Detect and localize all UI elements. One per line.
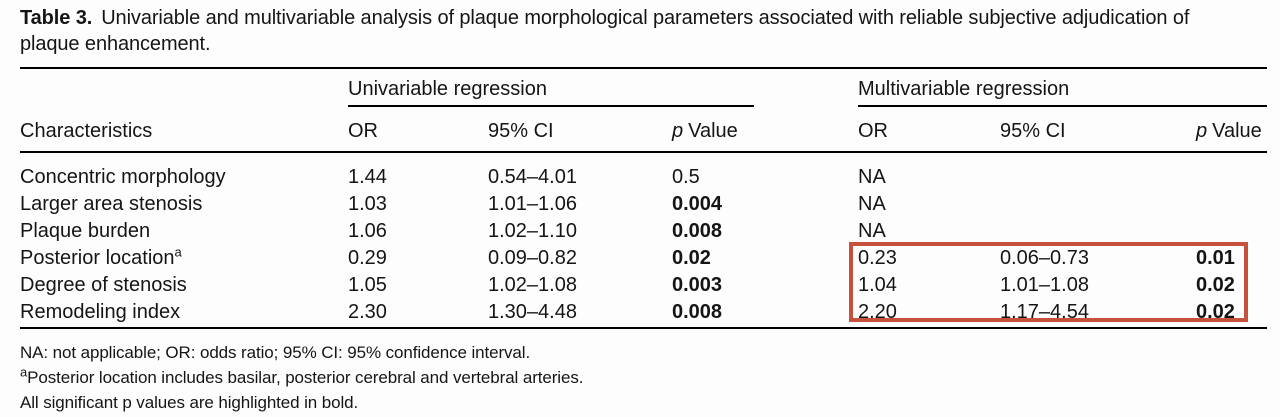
row-label: Degree of stenosis [20, 274, 187, 296]
uni-or: 1.06 [348, 220, 387, 242]
column-header-row: Characteristics OR 95% CI p Value OR 95% … [0, 120, 1280, 142]
uni-ci: 1.02–1.08 [488, 274, 577, 296]
uni-ci: 1.30–4.48 [488, 301, 577, 323]
table-number: Table 3. [20, 7, 93, 29]
row-label: Remodeling index [20, 301, 181, 323]
multi-or: 2.20 [858, 301, 897, 323]
univariable-group-rule [348, 105, 754, 107]
footnote-marker: a [20, 364, 28, 380]
multi-ci: 0.06–0.73 [1000, 247, 1089, 269]
caption-line-2: plaque enhancement. [20, 33, 211, 55]
footnote-marker: a [174, 244, 182, 260]
row-label: Plaque burden [20, 220, 151, 242]
uni-or: 0.29 [348, 247, 387, 269]
uni-p: 0.5 [672, 166, 700, 188]
table-row: Remodeling index 2.30 1.30–4.48 0.008 2.… [0, 299, 1280, 326]
multi-or: 1.04 [858, 274, 897, 296]
table-bottom-rule [20, 327, 1267, 329]
p-symbol: p [1196, 120, 1208, 142]
value-word: Value [1212, 120, 1262, 142]
uni-ci: 1.02–1.10 [488, 220, 577, 242]
p-symbol: p [672, 120, 684, 142]
table-row: Larger area stenosis 1.03 1.01–1.06 0.00… [0, 191, 1280, 218]
header-bottom-rule [20, 151, 1267, 153]
table-row: Plaque burden 1.06 1.02–1.10 0.008 NA [0, 218, 1280, 245]
table-row: Posterior locationa 0.29 0.09–0.82 0.02 … [0, 245, 1280, 272]
uni-ci: 0.54–4.01 [488, 166, 577, 188]
header-multi-pvalue: p Value [1196, 120, 1262, 142]
multi-p: 0.01 [1196, 247, 1235, 269]
footnote-abbreviations: NA: not applicable; OR: odds ratio; 95% … [20, 343, 531, 362]
uni-ci: 1.01–1.06 [488, 193, 577, 215]
multi-or: 0.23 [858, 247, 897, 269]
uni-p: 0.02 [672, 247, 711, 269]
uni-p: 0.008 [672, 220, 723, 242]
multi-ci: 1.01–1.08 [1000, 274, 1089, 296]
uni-or: 1.05 [348, 274, 387, 296]
multi-p: 0.02 [1196, 274, 1235, 296]
uni-p: 0.003 [672, 274, 723, 296]
row-label: Posterior locationa [20, 244, 182, 269]
header-multi-ci: 95% CI [1000, 120, 1066, 142]
header-characteristics: Characteristics [20, 120, 153, 142]
uni-ci: 0.09–0.82 [488, 247, 577, 269]
header-uni-or: OR [348, 120, 378, 142]
highlight-box [849, 242, 1248, 322]
table-row: Concentric morphology 1.44 0.54–4.01 0.5… [0, 164, 1280, 191]
uni-or: 1.03 [348, 193, 387, 215]
table-top-rule [20, 67, 1267, 69]
footnote-posterior: aPosterior location includes basilar, po… [20, 364, 584, 387]
table-caption: Table 3. Univariable and multivariable an… [20, 5, 1272, 57]
caption-text: Univariable and multivariable analysis o… [101, 7, 1190, 29]
table-row: Degree of stenosis 1.05 1.02–1.08 0.003 … [0, 272, 1280, 299]
header-uni-ci: 95% CI [488, 120, 554, 142]
group-header-univariable: Univariable regression [348, 78, 547, 100]
uni-or: 1.44 [348, 166, 387, 188]
value-word: Value [688, 120, 738, 142]
multi-p: 0.02 [1196, 301, 1235, 323]
uni-p: 0.008 [672, 301, 723, 323]
footnote-bold-note: All significant p values are highlighted… [20, 393, 359, 412]
uni-or: 2.30 [348, 301, 387, 323]
multi-ci: 1.17–4.54 [1000, 301, 1089, 323]
footnotes: NA: not applicable; OR: odds ratio; 95% … [20, 340, 583, 415]
uni-p: 0.004 [672, 193, 723, 215]
multi-or: NA [858, 220, 886, 242]
multi-or: NA [858, 193, 886, 215]
header-multi-or: OR [858, 120, 888, 142]
header-uni-pvalue: p Value [672, 120, 738, 142]
multi-or: NA [858, 166, 886, 188]
row-label: Larger area stenosis [20, 193, 203, 215]
caption-line-1: Table 3. Univariable and multivariable an… [20, 5, 1272, 31]
group-header-multivariable: Multivariable regression [858, 78, 1070, 100]
row-label: Concentric morphology [20, 166, 226, 188]
multivariable-group-rule [858, 105, 1267, 107]
